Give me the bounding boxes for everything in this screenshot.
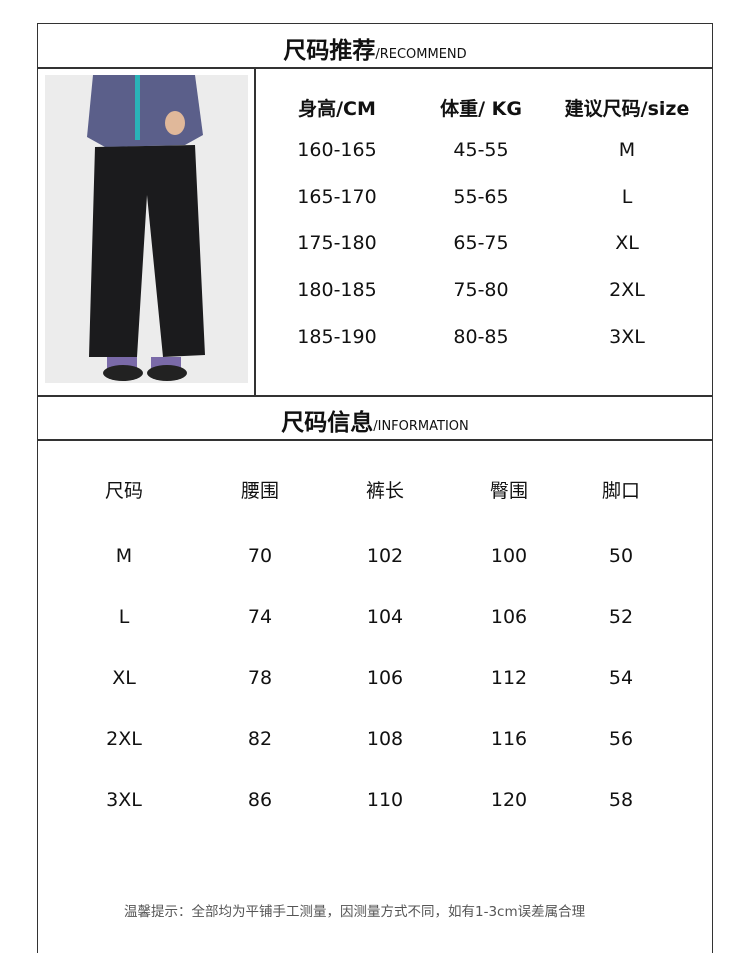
table-cell: 120 [490,789,528,811]
table-cell: 3XL [106,789,142,811]
divider [37,439,713,441]
size-chart-frame [37,23,713,953]
recommend-title: 尺码推荐/RECOMMEND [283,38,467,64]
table-cell: 78 [247,667,273,689]
table-cell: 50 [608,545,634,567]
table-cell: 2XL [106,728,142,750]
table-cell: 86 [247,789,273,811]
table-cell: 74 [247,606,273,628]
column-header: 脚口 [601,480,641,502]
table-cell: XL [615,232,639,255]
divider [37,395,713,397]
table-cell: 160-165 [297,139,377,161]
table-cell: 54 [608,667,634,689]
table-cell: 110 [366,789,404,811]
table-cell: XL [112,667,136,689]
table-cell: 3XL [609,325,645,348]
table-cell: 65-75 [453,232,509,255]
table-cell: 80-85 [453,325,509,348]
table-cell: 100 [490,545,528,567]
table-cell: 165-170 [297,185,377,208]
table-cell: M [115,545,133,567]
table-cell: 116 [490,728,528,750]
column-header: 腰围 [240,480,280,502]
table-cell: 70 [247,545,273,567]
product-photo [45,75,248,383]
table-cell: 2XL [609,279,645,302]
table-cell: 106 [366,667,404,689]
table-cell: 45-55 [453,139,509,161]
column-header: 尺码 [104,480,144,502]
table-cell: 106 [490,606,528,628]
column-header: 身高/CM [298,98,376,120]
table-cell: 175-180 [297,232,377,255]
table-cell: 82 [247,728,273,750]
table-cell: 56 [608,728,634,750]
table-cell: 112 [490,667,528,689]
table-cell: 108 [366,728,404,750]
divider [37,67,713,69]
table-cell: 104 [366,606,404,628]
table-cell: 75-80 [453,279,509,302]
table-cell: 180-185 [297,279,377,302]
table-cell: 185-190 [297,325,377,348]
table-cell: 52 [608,606,634,628]
divider [254,68,256,396]
table-cell: M [618,139,636,161]
column-header: 体重/ KG [440,98,522,120]
column-header: 建议尺码/size [564,98,690,120]
column-header: 臀围 [489,480,529,502]
table-cell: 58 [608,789,634,811]
table-cell: L [621,185,633,208]
footer-note: 温馨提示：全部均为平铺手工测量，因测量方式不同，如有1-3cm误差属合理 [124,904,586,920]
column-header: 裤长 [365,480,405,502]
table-cell: 55-65 [453,185,509,208]
table-cell: 102 [366,545,404,567]
table-cell: L [118,606,130,628]
information-title: 尺码信息/INFORMATION [281,410,469,436]
